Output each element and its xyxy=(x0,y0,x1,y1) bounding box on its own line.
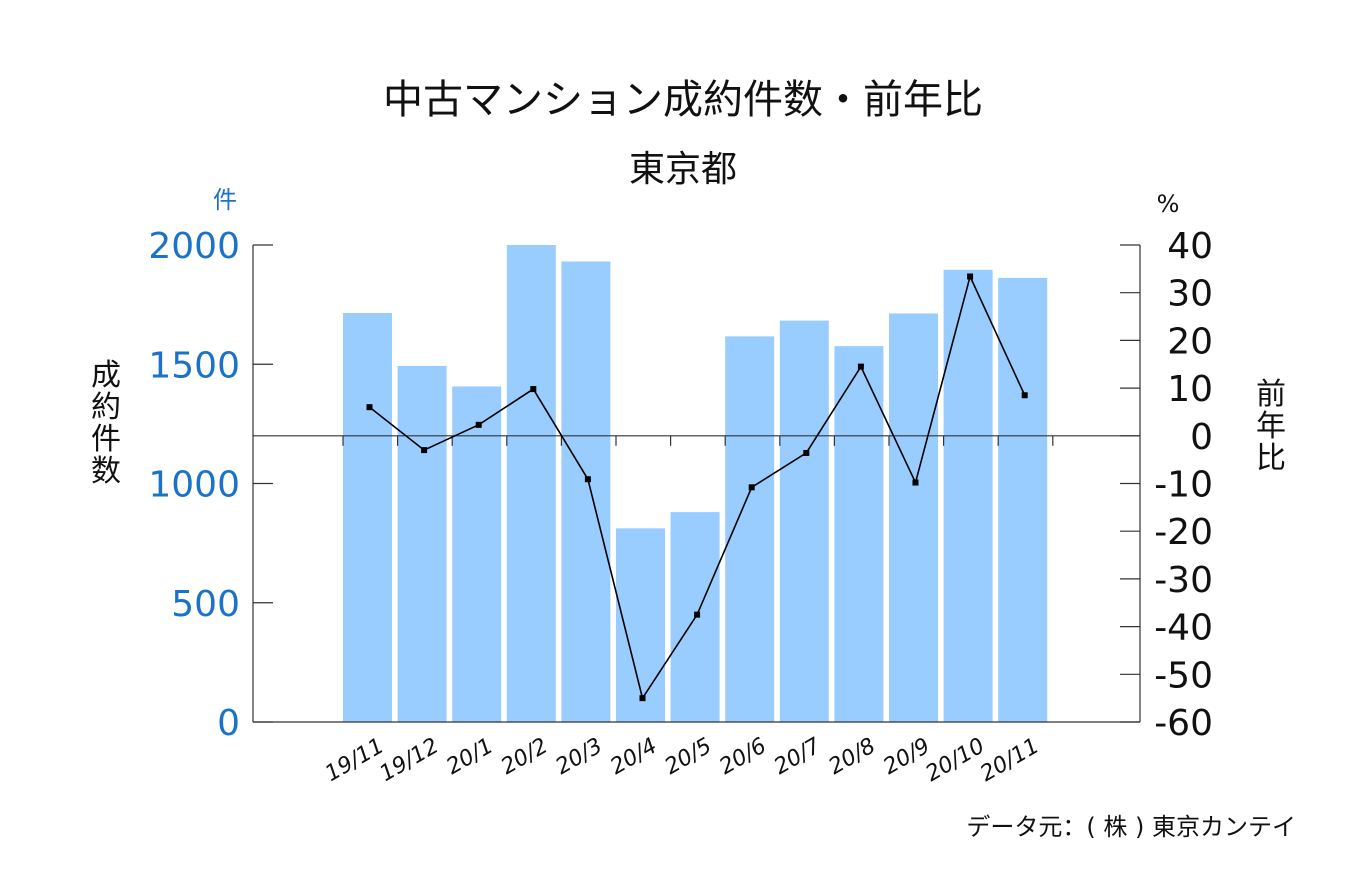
bar-20/10 xyxy=(943,269,993,722)
line-layer xyxy=(366,273,1028,702)
bars-layer xyxy=(343,245,1048,722)
x-tick-label: 20/11 xyxy=(976,734,1043,787)
left-axis-tick-label: 2000 xyxy=(148,226,240,267)
x-tick-label: 20/7 xyxy=(770,734,825,780)
left-axis-tick-label: 1500 xyxy=(148,345,240,386)
right-axis-title-char: 前 xyxy=(1256,377,1286,412)
x-tick-label: 19/12 xyxy=(376,734,443,787)
right-axis-title-char: 比 xyxy=(1256,441,1286,476)
yoy-point-19/11 xyxy=(366,404,373,411)
yoy-point-19/12 xyxy=(421,447,428,454)
x-tick-label: 20/2 xyxy=(497,734,552,780)
bar-20/9 xyxy=(889,313,938,722)
right-axis-tick-label: -40 xyxy=(1154,608,1213,649)
yoy-point-20/11 xyxy=(1021,392,1028,399)
right-axis-tick-label: 30 xyxy=(1167,274,1213,315)
x-tick-label: 20/4 xyxy=(606,734,661,780)
x-tick-label: 20/8 xyxy=(825,734,880,780)
left-axis-tick-label: 0 xyxy=(217,703,240,744)
yoy-point-20/2 xyxy=(530,386,537,393)
right-axis-tick-label: -20 xyxy=(1154,512,1213,553)
bar-20/2 xyxy=(506,245,556,722)
axes-layer xyxy=(252,244,1141,723)
yoy-point-20/7 xyxy=(803,449,810,456)
chart-subtitle: 東京都 xyxy=(629,149,737,190)
x-tick-label: 20/3 xyxy=(552,734,607,780)
left-axis-title-char: 成 xyxy=(91,358,121,393)
yoy-point-20/10 xyxy=(967,273,974,280)
right-axis-tick-label: -10 xyxy=(1154,465,1213,506)
chart-title: 中古マンション成約件数・前年比 xyxy=(383,77,983,123)
right-axis-title: 前 年 比 xyxy=(1256,377,1286,476)
bar-20/8 xyxy=(834,346,884,722)
yoy-point-20/5 xyxy=(694,611,701,618)
yoy-point-20/4 xyxy=(639,695,646,702)
bar-19/12 xyxy=(397,365,447,722)
source-note: データ元：( 株 ) 東京カンテイ xyxy=(966,813,1296,841)
yoy-point-20/8 xyxy=(857,363,864,370)
bar-20/7 xyxy=(779,320,829,722)
bar-20/11 xyxy=(998,277,1048,722)
right-axis-tick-label: 20 xyxy=(1167,321,1213,362)
right-axis-tick-label: 0 xyxy=(1190,417,1213,458)
x-tick-label: 20/6 xyxy=(715,734,770,780)
left-axis-tick-label: 500 xyxy=(171,584,240,625)
right-axis-tick-label: -30 xyxy=(1154,560,1213,601)
right-axis-tick-label: -60 xyxy=(1154,703,1213,744)
bar-20/6 xyxy=(725,336,775,722)
right-axis-unit: % xyxy=(1157,190,1180,218)
right-axis-tick-label: 10 xyxy=(1167,369,1213,410)
yoy-point-20/6 xyxy=(748,484,755,491)
right-axis-title-char: 年 xyxy=(1256,409,1286,444)
x-tick-label: 20/5 xyxy=(661,734,716,780)
bar-19/11 xyxy=(343,312,392,722)
right-axis-tick-label: -50 xyxy=(1154,655,1213,696)
x-tick-label: 20/1 xyxy=(442,734,497,780)
bar-20/1 xyxy=(452,386,502,722)
x-tick-label: 20/10 xyxy=(922,734,989,787)
yoy-point-20/3 xyxy=(584,476,591,483)
bar-20/3 xyxy=(561,261,611,722)
left-axis-title-char: 数 xyxy=(91,454,121,489)
left-axis-title-char: 件 xyxy=(91,422,121,457)
left-axis-tick-label: 1000 xyxy=(148,465,240,506)
left-axis-title-char: 約 xyxy=(91,390,121,425)
yoy-point-20/9 xyxy=(912,479,919,486)
right-axis-tick-label: 40 xyxy=(1167,226,1213,267)
left-axis-unit: 件 xyxy=(213,186,237,214)
x-tick-label: 19/11 xyxy=(321,734,388,787)
left-axis-title: 成 約 件 数 xyxy=(91,358,121,489)
yoy-point-20/1 xyxy=(475,421,482,428)
